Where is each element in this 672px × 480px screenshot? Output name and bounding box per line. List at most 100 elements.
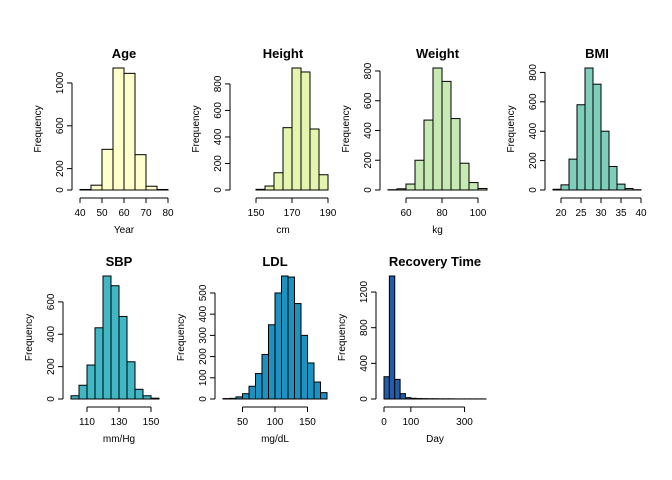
y-tick-label: 400 [198, 305, 209, 322]
histogram-bar [134, 154, 147, 191]
histogram-bar [576, 104, 586, 191]
x-tick-label: 80 [436, 208, 448, 219]
y-tick-label: 0 [46, 396, 57, 402]
x-tick-label: 150 [248, 208, 265, 219]
x-tick-label: 150 [143, 417, 160, 428]
y-axis-label: Frequency [341, 105, 352, 152]
histogram-bar [145, 185, 158, 191]
y-axis-label: Frequency [24, 314, 35, 361]
histogram-bar [291, 67, 302, 191]
histogram-bar [126, 361, 136, 400]
histogram-bar [150, 397, 160, 400]
histogram-bar [156, 188, 169, 191]
y-tick-label: 0 [213, 187, 224, 193]
x-tick-label: 170 [284, 208, 301, 219]
histogram-bar [441, 80, 452, 191]
histogram-bar [616, 183, 626, 191]
panel-title: Weight [416, 46, 460, 61]
histogram-bar [552, 188, 562, 191]
histogram-bar [405, 183, 416, 191]
x-tick-label: 300 [456, 417, 473, 428]
x-tick-label: 100 [402, 417, 419, 428]
histogram-bar [264, 185, 275, 191]
y-tick-label: 800 [359, 319, 370, 336]
x-tick-label: 190 [320, 208, 337, 219]
y-tick-label: 600 [213, 102, 224, 119]
y-tick-label: 800 [213, 75, 224, 92]
y-tick-label: 1000 [55, 71, 66, 94]
panel-age: Age Year Frequency 40 50 60 70 80 0 200 600 1000 [33, 46, 174, 236]
panel-title: Age [112, 46, 137, 61]
y-tick-label: 100 [198, 369, 209, 386]
y-tick-label: 400 [363, 122, 374, 139]
histogram-bar [118, 315, 128, 400]
histogram-bar [123, 72, 136, 191]
histogram-bar [320, 392, 328, 400]
histogram-bar [274, 292, 282, 400]
y-tick-label: 0 [359, 396, 370, 402]
histogram-bar [90, 184, 103, 191]
histogram-bar [255, 188, 266, 191]
y-tick-label: 400 [359, 355, 370, 372]
histogram-bar [592, 83, 602, 191]
histogram-bar [423, 119, 434, 191]
panel-sbp: SBP mm/Hg Frequency 110 130 150 0 200 400 600 [24, 254, 160, 445]
histogram-bar [624, 188, 634, 191]
x-tick-label: 70 [140, 208, 152, 219]
y-tick-label: 0 [528, 187, 539, 193]
y-tick-label: 300 [198, 327, 209, 344]
y-tick-label: 0 [55, 187, 66, 193]
y-tick-label: 200 [46, 358, 57, 375]
histogram-bar [309, 128, 320, 191]
histogram-bar [394, 378, 401, 400]
histogram-bar [94, 327, 104, 400]
histogram-bar [110, 285, 120, 400]
histogram-bar [584, 67, 594, 191]
x-tick-label: 50 [237, 417, 249, 428]
histogram-bar [78, 384, 88, 400]
histogram-bar [268, 324, 276, 400]
histogram-bar [70, 395, 80, 400]
histogram-bar [313, 381, 321, 400]
histogram-bar [282, 127, 293, 191]
histogram-bar [560, 184, 570, 191]
x-tick-label: 130 [111, 417, 128, 428]
histogram-bar [79, 188, 92, 191]
histogram-bar [294, 303, 302, 400]
histogram-bar [281, 275, 289, 400]
y-tick-label: 400 [213, 128, 224, 145]
panel-title: Height [263, 46, 304, 61]
panel-title: Recovery Time [389, 254, 481, 269]
histogram-bar [568, 158, 578, 191]
panel-title: SBP [106, 254, 133, 269]
y-tick-label: 800 [528, 64, 539, 81]
y-tick-label: 200 [213, 155, 224, 172]
x-tick-label: 0 [381, 417, 387, 428]
y-axis-label: Frequency [191, 105, 202, 152]
x-tick-label: 40 [74, 208, 86, 219]
x-tick-label: 150 [299, 417, 316, 428]
panel-recovery-time: Recovery Time Day Frequency 0 100 300 0 400 8… [337, 254, 487, 445]
histogram-bar [300, 71, 311, 191]
histogram-bar [229, 397, 237, 400]
histogram-bar [300, 334, 308, 400]
y-tick-label: 200 [363, 151, 374, 168]
histogram-bar [450, 118, 461, 191]
panel-height: Height cm Frequency 150 170 190 0 200 400 600 8… [191, 46, 337, 236]
x-tick-label: 35 [615, 208, 627, 219]
histogram-bar [307, 362, 315, 400]
histogram-bar [261, 353, 269, 400]
histogram-bar [608, 165, 618, 191]
x-tick-label: 60 [400, 208, 412, 219]
histogram-bar [101, 148, 114, 191]
y-tick-label: 500 [198, 284, 209, 301]
y-tick-label: 600 [46, 293, 57, 310]
y-axis-label: Frequency [33, 105, 44, 152]
histogram-bar [414, 159, 425, 191]
histogram-bar [396, 188, 407, 191]
x-axis-label: mg/dL [261, 434, 289, 445]
histogram-bar [600, 130, 610, 191]
y-tick-label: 600 [55, 117, 66, 134]
y-axis-label: Frequency [176, 314, 187, 361]
